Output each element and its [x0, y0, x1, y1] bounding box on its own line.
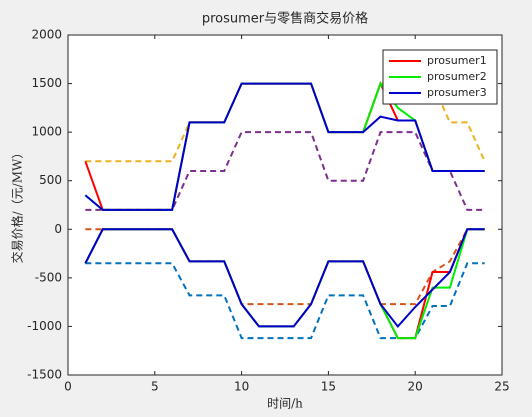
x-tick-label: 15 [321, 380, 336, 394]
legend-label: prosumer3 [427, 86, 487, 99]
y-tick-label: -500 [35, 270, 62, 284]
y-tick-label: -1500 [27, 368, 62, 382]
series-line [84, 228, 485, 328]
x-tick-label: 0 [64, 380, 72, 394]
x-tick-label: 10 [234, 380, 249, 394]
y-tick-label: 1000 [31, 125, 62, 139]
y-tick-label: 1500 [31, 76, 62, 90]
x-axis-label: 时间/h [267, 397, 303, 411]
axes-box [67, 34, 503, 376]
x-tick-label: 5 [151, 380, 159, 394]
chart-title: prosumer与零售商交易价格 [202, 11, 368, 27]
y-tick-label: -1000 [27, 319, 62, 333]
legend-label: prosumer2 [427, 70, 487, 83]
series-line [84, 82, 485, 211]
y-tick-label: 500 [39, 173, 62, 187]
reference-line [85, 228, 485, 306]
y-tick-label: 0 [54, 222, 62, 236]
x-tick-label: 25 [494, 380, 509, 394]
reference-line [85, 131, 485, 211]
y-tick-label: 2000 [31, 28, 62, 42]
legend-label: prosumer1 [427, 54, 487, 67]
x-tick-label: 20 [408, 380, 423, 394]
y-axis-label: 交易价格/（元/MW） [10, 147, 25, 264]
